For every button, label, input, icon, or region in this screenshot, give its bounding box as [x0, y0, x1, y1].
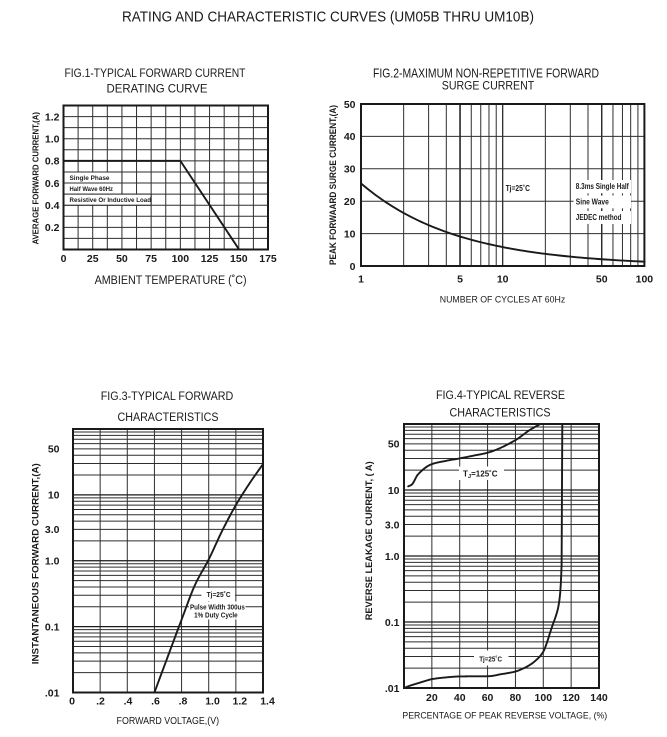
svg-text:.01: .01: [45, 687, 60, 699]
svg-text:0.1: 0.1: [45, 621, 60, 633]
svg-text:1% Duty Cycle: 1% Duty Cycle: [194, 611, 238, 620]
svg-text:50: 50: [596, 274, 608, 286]
svg-text:0.6: 0.6: [45, 178, 60, 190]
svg-text:PEAK FORWAARD SURGE CURRENT,(A: PEAK FORWAARD SURGE CURRENT,(A): [328, 105, 338, 265]
svg-text:5: 5: [457, 274, 463, 286]
svg-text:TJ=125˚C: TJ=125˚C: [463, 470, 498, 481]
svg-text:.2: .2: [96, 696, 105, 708]
svg-text:0: 0: [61, 253, 67, 265]
svg-text:40: 40: [454, 692, 466, 704]
svg-text:INSTANTANEOUS FORWARD CURRENT,: INSTANTANEOUS FORWARD CURRENT,(A): [31, 463, 42, 664]
svg-text:50: 50: [388, 439, 400, 451]
svg-text:JEDEC method: JEDEC method: [576, 213, 622, 222]
svg-text:1.4: 1.4: [260, 696, 275, 708]
svg-text:0.1: 0.1: [385, 617, 400, 629]
svg-text:Single Phase: Single Phase: [70, 175, 110, 182]
svg-text:0.8: 0.8: [45, 156, 60, 168]
svg-text:75: 75: [145, 253, 157, 265]
svg-text:10: 10: [497, 274, 509, 286]
svg-text:Tj=25˚C: Tj=25˚C: [479, 655, 502, 664]
svg-text:SURGE CURRENT: SURGE CURRENT: [442, 79, 535, 93]
svg-text:CHARACTERISTICS: CHARACTERISTICS: [118, 412, 219, 424]
svg-text:Tj=25˚C: Tj=25˚C: [207, 590, 232, 599]
svg-text:.01: .01: [385, 683, 400, 695]
svg-text:.8: .8: [179, 696, 188, 708]
svg-text:Half Wave 60Hz: Half Wave 60Hz: [70, 186, 114, 193]
svg-text:.4: .4: [124, 696, 133, 708]
svg-text:.6: .6: [151, 696, 160, 708]
svg-text:Sine Wave: Sine Wave: [576, 197, 609, 206]
svg-text:1.0: 1.0: [205, 696, 220, 708]
svg-text:FIG.4-TYPICAL REVERSE: FIG.4-TYPICAL REVERSE: [436, 390, 565, 402]
svg-text:FIG.1-TYPICAL FORWARD CURRENT: FIG.1-TYPICAL FORWARD CURRENT: [65, 66, 246, 80]
svg-text:1.0: 1.0: [45, 134, 60, 146]
svg-text:AMBIENT TEMPERATURE (˚C): AMBIENT TEMPERATURE (˚C): [95, 275, 247, 287]
svg-text:FIG.3-TYPICAL FORWARD: FIG.3-TYPICAL FORWARD: [101, 391, 234, 403]
svg-text:DERATING CURVE: DERATING CURVE: [107, 82, 208, 96]
svg-text:1.2: 1.2: [232, 696, 247, 708]
svg-text:120: 120: [562, 692, 580, 704]
svg-text:0.4: 0.4: [45, 200, 60, 212]
svg-text:Pulse Width 300us: Pulse Width 300us: [190, 603, 245, 612]
svg-text:50: 50: [344, 99, 356, 111]
svg-text:0.2: 0.2: [45, 222, 60, 234]
svg-text:Tj=25˚C: Tj=25˚C: [506, 184, 530, 193]
svg-text:20: 20: [344, 196, 356, 208]
svg-text:3.0: 3.0: [385, 519, 400, 531]
svg-text:AVERAGE FORWARD CURRENT,(A): AVERAGE FORWARD CURRENT,(A): [31, 112, 41, 245]
svg-text:3.0: 3.0: [45, 524, 60, 536]
svg-text:100: 100: [535, 692, 553, 704]
svg-text:REVERSE LEAKAGE CURRENT, ( A): REVERSE LEAKAGE CURRENT, ( A): [364, 461, 375, 620]
svg-text:8.3ms Single Half: 8.3ms Single Half: [576, 182, 629, 191]
svg-text:CHARACTERISTICS: CHARACTERISTICS: [450, 408, 551, 420]
svg-text:100: 100: [636, 274, 654, 286]
svg-text:0: 0: [69, 696, 75, 708]
svg-text:FORWARD VOLTAGE,(V): FORWARD VOLTAGE,(V): [117, 716, 220, 727]
svg-text:125: 125: [201, 253, 219, 265]
svg-text:100: 100: [172, 253, 190, 265]
svg-text:50: 50: [116, 253, 128, 265]
svg-text:150: 150: [230, 253, 248, 265]
svg-text:RATING AND CHARACTERISTIC CURV: RATING AND CHARACTERISTIC CURVES (UM05B …: [122, 10, 534, 26]
svg-text:40: 40: [344, 131, 356, 143]
svg-text:0: 0: [350, 261, 356, 273]
svg-text:NUMBER OF CYCLES AT 60Hz: NUMBER OF CYCLES AT 60Hz: [440, 295, 566, 306]
svg-text:50: 50: [48, 444, 60, 456]
svg-text:FIG.2-MAXIMUM NON-REPETITIVE F: FIG.2-MAXIMUM NON-REPETITIVE FORWARD: [373, 67, 599, 81]
svg-text:10: 10: [344, 228, 356, 240]
svg-text:1.0: 1.0: [45, 556, 60, 568]
svg-text:10: 10: [48, 490, 60, 502]
svg-text:25: 25: [87, 253, 99, 265]
svg-text:Resistive Or Inductive Load: Resistive Or Inductive Load: [70, 197, 152, 204]
svg-text:PERCENTAGE OF PEAK REVERSE VOL: PERCENTAGE OF PEAK REVERSE VOLTAGE, (%): [402, 711, 607, 722]
svg-text:1.2: 1.2: [45, 111, 60, 123]
svg-text:60: 60: [482, 692, 494, 704]
svg-text:30: 30: [344, 164, 356, 176]
svg-text:175: 175: [259, 253, 277, 265]
svg-text:20: 20: [426, 692, 438, 704]
svg-text:1: 1: [358, 274, 364, 286]
svg-text:80: 80: [510, 692, 522, 704]
svg-text:140: 140: [590, 692, 608, 704]
svg-text:10: 10: [388, 485, 400, 497]
svg-text:1.0: 1.0: [385, 551, 400, 563]
